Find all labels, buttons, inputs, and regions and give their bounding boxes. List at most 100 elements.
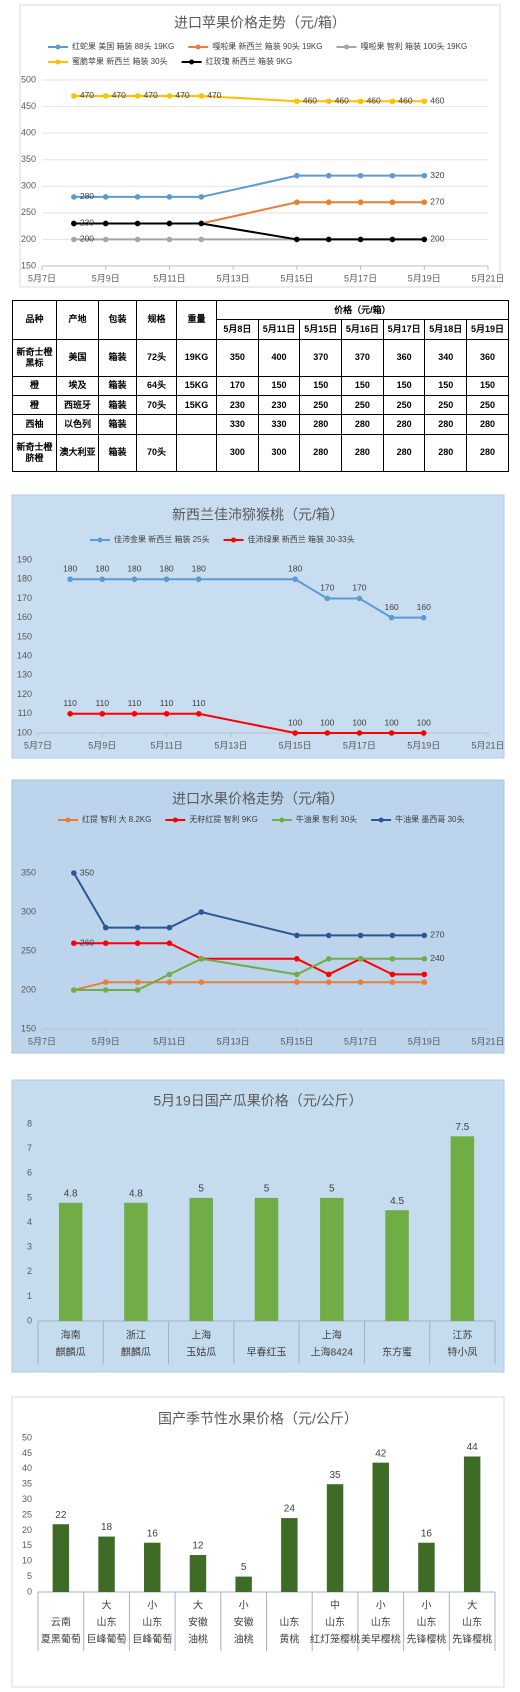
y-tick-label: 25 <box>22 1509 32 1519</box>
y-tick-label: 8 <box>27 1118 32 1128</box>
x-tick-label: 5月13日 <box>214 740 247 750</box>
x-tick-label: 山东 <box>462 1616 482 1629</box>
data-point <box>71 220 77 227</box>
data-label: 100 <box>288 717 302 727</box>
table-cell: 美国 <box>56 338 99 377</box>
data-point <box>102 220 109 227</box>
data-point <box>71 194 77 200</box>
x-tick-label: 5月19日 <box>408 1036 441 1046</box>
data-label: 5 <box>241 1562 247 1573</box>
table-cell: 箱装 <box>98 338 137 377</box>
x-tick-label: 5月17日 <box>343 740 376 750</box>
bar <box>144 1542 161 1592</box>
data-point <box>421 98 428 105</box>
data-point <box>420 730 427 736</box>
x-tick-label: 5月7日 <box>28 1036 56 1046</box>
data-point <box>71 987 77 993</box>
data-point <box>357 956 364 962</box>
y-tick-label: 45 <box>22 1448 32 1458</box>
y-tick-label: 1 <box>27 1291 32 1301</box>
data-label: 240 <box>430 953 444 963</box>
y-tick-label: 120 <box>17 689 32 699</box>
data-point <box>421 199 428 206</box>
data-point <box>134 194 141 200</box>
chart-title: 新西兰佳沛猕猴桃（元/箱） <box>172 507 344 523</box>
data-point <box>102 940 109 946</box>
x-tick-label: 安徽 <box>188 1616 208 1629</box>
data-label: 180 <box>159 563 173 573</box>
y-tick-label: 6 <box>27 1168 32 1178</box>
data-label: 180 <box>63 563 77 573</box>
data-point <box>71 93 77 99</box>
column-header: 重量 <box>176 300 217 340</box>
bar <box>189 1555 207 1592</box>
table-cell: 330 <box>257 414 301 435</box>
table-cell: 15KG <box>176 395 217 416</box>
table-cell: 19KG <box>176 338 217 377</box>
table-cell: 橙 <box>12 375 57 397</box>
table-cell: 64头 <box>136 375 177 397</box>
series-line <box>73 174 425 198</box>
data-label: 35 <box>329 1470 341 1481</box>
chart-background <box>11 779 505 1054</box>
data-point <box>166 236 173 243</box>
x-tick-label: 上海 <box>322 1329 342 1342</box>
x-tick-label: 小 <box>239 1600 249 1612</box>
y-tick-label: 300 <box>21 906 36 916</box>
legend-marker <box>189 59 195 65</box>
data-label: 24 <box>284 1504 296 1515</box>
x-tick-label: 中 <box>330 1599 340 1612</box>
bar <box>450 1136 475 1321</box>
table-cell: 300 <box>257 433 301 473</box>
data-point <box>421 979 428 985</box>
series-line <box>73 981 425 991</box>
series-line <box>70 712 424 734</box>
table-cell: 澳大利亚 <box>56 433 99 473</box>
x-tick-label: 特小凤 <box>447 1347 477 1359</box>
x-tick-label: 5月17日 <box>344 273 377 283</box>
data-point <box>294 98 300 105</box>
data-point <box>294 172 300 179</box>
data-label: 350 <box>80 867 94 877</box>
data-point <box>102 194 109 200</box>
data-label: 470 <box>112 90 126 100</box>
date-header: 5月15日 <box>299 319 343 340</box>
data-point <box>357 172 364 179</box>
data-point <box>99 710 106 717</box>
x-tick-label: 先锋樱桃 <box>452 1633 492 1646</box>
data-point <box>294 956 300 962</box>
data-point <box>102 924 109 931</box>
x-tick-label: 5月15日 <box>280 1036 313 1046</box>
data-point <box>163 710 170 717</box>
x-tick-label: 上海 <box>191 1329 211 1342</box>
x-tick-label: 油桃 <box>188 1633 208 1646</box>
data-label: 180 <box>127 563 141 573</box>
data-point <box>389 98 396 105</box>
data-point <box>166 940 173 946</box>
x-tick-label: 5月19日 <box>408 273 441 283</box>
legend-marker <box>55 44 61 50</box>
y-tick-label: 500 <box>21 74 36 84</box>
data-label: 110 <box>192 698 206 708</box>
data-point <box>102 236 109 243</box>
date-header: 5月17日 <box>382 319 426 340</box>
y-tick-label: 100 <box>17 727 32 737</box>
data-label: 170 <box>352 583 366 593</box>
legend-marker <box>195 44 201 50</box>
column-header: 规格 <box>136 300 177 340</box>
legend-label: 佳沛绿果 新西兰 箱装 30-33头 <box>248 534 355 544</box>
x-tick-label: 海南 <box>61 1329 81 1342</box>
data-point <box>357 236 364 243</box>
x-tick-label: 5月7日 <box>24 740 52 750</box>
y-tick-label: 15 <box>22 1540 32 1550</box>
legend-marker <box>231 537 237 543</box>
data-label: 460 <box>367 96 381 106</box>
table-cell: 150 <box>257 375 301 397</box>
y-tick-label: 0 <box>27 1586 32 1596</box>
data-point <box>166 971 173 978</box>
data-label: 180 <box>192 563 206 573</box>
data-point <box>134 93 141 99</box>
chart-title: 进口水果价格走势（元/箱） <box>172 791 344 807</box>
data-point <box>324 595 331 602</box>
